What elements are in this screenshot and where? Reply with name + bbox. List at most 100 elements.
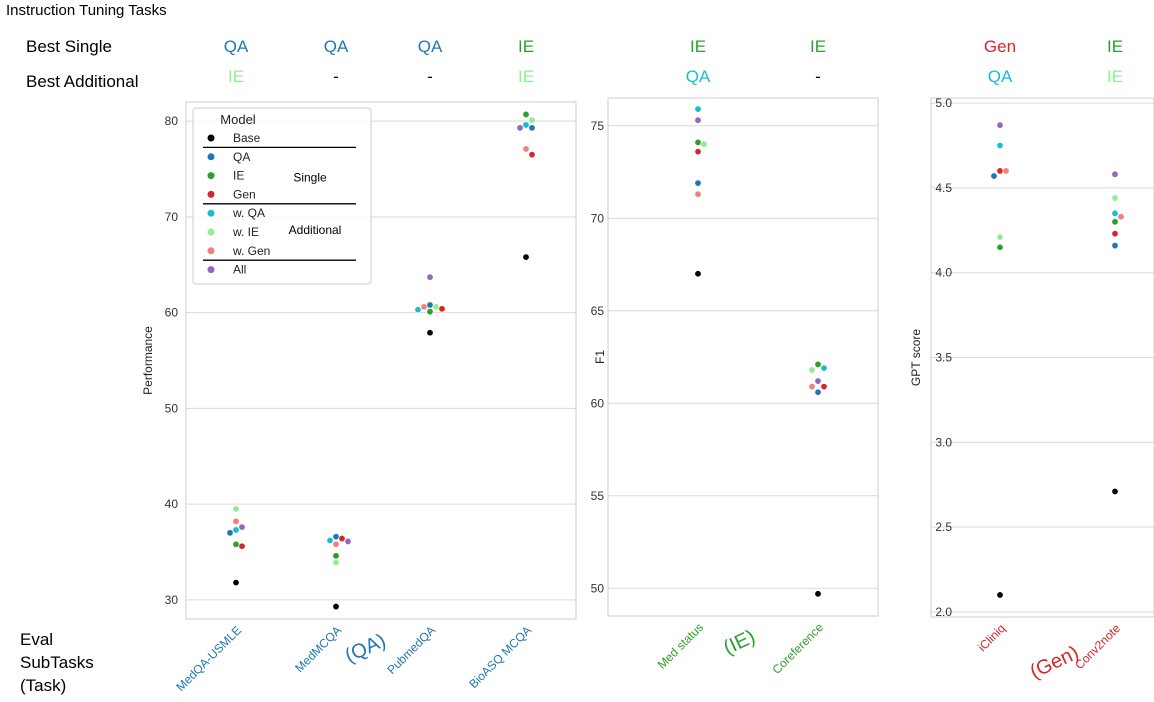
- y-tick-label: 75: [591, 119, 605, 133]
- data-point: [528, 116, 536, 124]
- best-additional-value: QA: [686, 67, 711, 86]
- x-tick-label: BioASQ MCQA: [466, 623, 534, 691]
- data-point: [694, 105, 702, 113]
- y-tick-label: 3.0: [935, 435, 952, 449]
- data-point: [1111, 194, 1119, 202]
- frame-layer: [185, 97, 1154, 620]
- legend-marker: [207, 172, 215, 180]
- best-single-value: QA: [418, 37, 443, 56]
- y-tick-label: 30: [165, 593, 179, 607]
- data-point: [522, 145, 530, 153]
- data-point: [332, 559, 340, 567]
- legend-entry-label: w. Gen: [232, 244, 270, 258]
- best-additional-value: -: [333, 67, 339, 86]
- data-point: [814, 377, 822, 385]
- data-point: [1117, 213, 1125, 221]
- y-tick-label: 65: [591, 304, 605, 318]
- best-single-value: Gen: [984, 37, 1016, 56]
- data-point: [694, 179, 702, 187]
- data-point: [694, 138, 702, 146]
- data-point: [426, 308, 434, 316]
- data-point: [814, 388, 822, 396]
- points-layer: [226, 105, 1125, 611]
- legend-box: [192, 107, 372, 285]
- figure-title: Instruction Tuning Tasks: [6, 2, 167, 19]
- y-tick-label: 55: [591, 489, 605, 503]
- legend-marker: [207, 190, 215, 198]
- legend-group-single: Single: [293, 171, 327, 185]
- data-point: [438, 305, 446, 313]
- data-point: [522, 121, 530, 129]
- best-additional-value: -: [815, 67, 821, 86]
- y-axis-label: GPT score: [909, 329, 923, 386]
- data-point: [238, 542, 246, 550]
- data-point: [528, 151, 536, 159]
- data-point: [1002, 167, 1010, 175]
- eval-label-line-3: (Task): [20, 676, 66, 695]
- best-single-value: QA: [224, 37, 249, 56]
- data-point: [808, 366, 816, 374]
- x-tick-label: MedMCQA: [292, 623, 344, 675]
- data-point: [996, 243, 1004, 251]
- data-point: [694, 190, 702, 198]
- data-point: [426, 301, 434, 309]
- best-single-value: QA: [324, 37, 349, 56]
- data-point: [1111, 170, 1119, 178]
- data-point: [332, 540, 340, 548]
- data-point: [996, 233, 1004, 241]
- legend-entry-label: w. IE: [232, 225, 259, 239]
- data-point: [820, 364, 828, 372]
- legend-entry-label: Gen: [233, 187, 256, 201]
- legend-marker: [207, 228, 215, 236]
- legend-group-additional: Additional: [289, 223, 342, 237]
- data-point: [426, 329, 434, 337]
- data-point: [1111, 230, 1119, 238]
- data-point: [226, 529, 234, 537]
- y-tick-label: 2.5: [935, 520, 952, 534]
- data-point: [332, 533, 340, 541]
- x-tick-label: iCliniq: [975, 621, 1008, 654]
- best-single-value: IE: [1107, 37, 1123, 56]
- y-tick-label: 5.0: [935, 96, 952, 110]
- data-point: [344, 537, 352, 545]
- x-tick-label: Coreference: [770, 620, 827, 677]
- legend-entry-label: IE: [233, 169, 244, 183]
- data-point: [1111, 209, 1119, 217]
- x-tick-label: Conv2note: [1072, 621, 1123, 672]
- data-point: [694, 148, 702, 156]
- best-additional-value: IE: [228, 67, 244, 86]
- data-point: [332, 603, 340, 611]
- y-tick-label: 60: [165, 306, 179, 320]
- task-group-label: (QA): [342, 630, 390, 668]
- best-additional-value: IE: [518, 67, 534, 86]
- data-point: [990, 172, 998, 180]
- plot-frame: [185, 101, 577, 620]
- data-point: [338, 535, 346, 543]
- data-point: [814, 590, 822, 598]
- legend-marker: [207, 134, 215, 142]
- y-axis-label: F1: [593, 350, 607, 364]
- legend-marker: [207, 153, 215, 161]
- y-axis-label: Performance: [141, 326, 155, 395]
- data-point: [996, 141, 1004, 149]
- data-point: [426, 273, 434, 281]
- best-single-value: IE: [518, 37, 534, 56]
- legend-entry-label: QA: [233, 150, 250, 164]
- data-point: [232, 505, 240, 513]
- legend-entry-label: Base: [233, 131, 261, 145]
- data-point: [232, 526, 240, 534]
- y-tick-label: 4.0: [935, 266, 952, 280]
- data-point: [522, 253, 530, 261]
- y-tick-label: 60: [591, 396, 605, 410]
- best-additional-row-label: Best Additional: [26, 72, 138, 91]
- data-point: [700, 140, 708, 148]
- data-point: [808, 383, 816, 391]
- best-additional-value: QA: [988, 67, 1013, 86]
- eval-label-line-2: SubTasks: [20, 653, 94, 672]
- y-tick-label: 4.5: [935, 181, 952, 195]
- y-tick-label: 3.5: [935, 351, 952, 365]
- task-group-label: (Gen): [1027, 642, 1083, 684]
- legend-title: Model: [220, 112, 256, 127]
- data-point: [528, 124, 536, 132]
